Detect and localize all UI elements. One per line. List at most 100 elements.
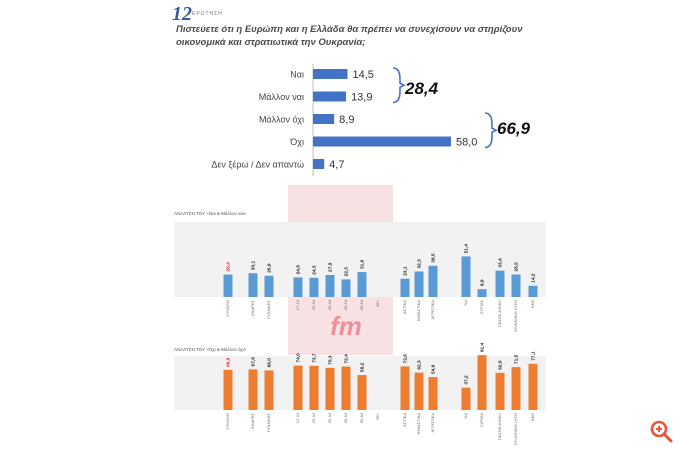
analysis-category-label: ΑΓΡΟΤΙΚΑ — [430, 300, 435, 320]
analysis-bar — [223, 369, 233, 410]
analysis-bar — [495, 270, 505, 297]
main-value-label: 13,9 — [351, 92, 372, 104]
analysis-bar — [309, 277, 319, 297]
analysis-bar — [528, 285, 538, 297]
analysis-category-label: ΑΣΤΙΚΑ — [402, 300, 407, 314]
analysis-bar — [428, 265, 438, 297]
question-word: ΕΡΩΤΗΣΗ — [192, 11, 223, 17]
analysis-bar — [325, 274, 335, 297]
bracket-yes — [392, 67, 406, 104]
analysis-value-label: 67,6 — [251, 357, 257, 367]
total-no-label: 66,9 — [497, 119, 531, 138]
analysis-value-label: 37,2 — [464, 375, 470, 385]
analysis-category-label: 35-44 — [327, 299, 332, 310]
main-category-label: Μάλλον ναι — [259, 92, 304, 102]
analysis-value-label: 27,9 — [328, 262, 334, 272]
analysis-value-label: 70,3 — [328, 355, 334, 365]
analysis-bar — [428, 377, 438, 410]
analysis-category-label: ΑΣΤΙΚΑ — [402, 413, 407, 427]
analysis-category-label: ΝΔ — [463, 300, 468, 306]
analysis-category-label: ΑΝΔΡΕΣ — [250, 299, 255, 316]
analysis-category-label: ΑΝΔΡΕΣ — [250, 412, 255, 429]
analysis-bar — [511, 274, 521, 297]
analysis-bar — [264, 370, 274, 410]
analysis-category-label: ΗΜΙΑΣΤΙΚΑ — [416, 413, 421, 435]
main-category-label: Ναι — [290, 70, 304, 80]
analysis-category-label: ΠΑΣΟΚ-ΚΙΝΑΛ — [497, 300, 502, 327]
analysis-bar — [293, 277, 303, 297]
analysis-category-label: 25-34 — [311, 412, 316, 423]
analysis-value-label: 77,1 — [531, 351, 537, 361]
analysis-category-label: ΣΥΝΟΛΟ — [225, 413, 230, 430]
analysis-value-label: 30,1 — [251, 261, 257, 271]
question-text: Πιστεύετε ότι η Ευρώπη και η Ελλάδα θα π… — [176, 24, 523, 48]
analysis-category-label: ΣΥΡΙΖΑ — [479, 413, 484, 427]
analysis-value-label: 39,5 — [431, 253, 437, 263]
main-bar — [313, 159, 325, 169]
analysis-category-label: 65+ — [375, 412, 380, 419]
analysis-bar — [341, 366, 351, 410]
analysis-bar — [264, 275, 274, 297]
analysis-bar — [293, 365, 303, 410]
analysis-bar — [461, 256, 471, 297]
analysis-category-label: ΗΜΙΑΣΤΙΚΑ — [416, 300, 421, 322]
main-category-label: Δεν ξέρω / Δεν απαντώ — [211, 160, 304, 170]
analysis-title: ΑΝΑΛΥΣΗ ΤΟΥ «Όχι & Μάλλον όχι» — [174, 346, 247, 352]
analysis-value-label: 32,3 — [417, 259, 423, 269]
analysis-value-label: 28,5 — [514, 262, 520, 272]
analysis-bar — [248, 273, 258, 297]
analysis-bar — [400, 366, 410, 410]
analysis-category-label: ΕΛΛΗΝΙΚΗ ΛΥΣΗ — [513, 300, 518, 332]
analysis-bar — [495, 372, 505, 410]
analysis-bar — [341, 279, 351, 297]
main-category-label: Μάλλον όχι — [259, 115, 304, 125]
analysis-category-label: 45-54 — [343, 412, 348, 423]
analysis-value-label: 51,4 — [464, 244, 470, 254]
zoom-icon[interactable] — [648, 418, 674, 444]
analysis-value-label: 62,3 — [417, 360, 423, 370]
analysis-value-label: 71,5 — [514, 354, 520, 364]
analysis-bar — [309, 365, 319, 410]
analysis-category-label: ΠΑΣΟΚ-ΚΙΝΑΛ — [497, 413, 502, 440]
analysis-category-label: ΕΛΛΗΝΙΚΗ ΛΥΣΗ — [513, 413, 518, 445]
analysis-value-label: 9,9 — [480, 279, 486, 286]
analysis-category-label: ΣΥΡΙΖΑ — [479, 300, 484, 314]
analysis-value-label: 23,1 — [403, 266, 409, 276]
analysis-category-label: 35-44 — [327, 412, 332, 423]
analysis-value-label: 66,9 — [226, 357, 232, 367]
watermark-subtext: fm — [330, 311, 362, 341]
analysis-value-label: 24,8 — [296, 265, 302, 275]
main-value-label: 14,5 — [353, 69, 374, 81]
analysis-category-label: 17-24 — [295, 412, 300, 423]
analysis-category-label: ΚΚΕ — [530, 413, 535, 421]
analysis-value-label: 73,7 — [312, 353, 318, 363]
analysis-category-label: ΣΥΝΟΛΟ — [225, 300, 230, 317]
question-number: 12 — [172, 3, 192, 25]
analysis-category-label: 17-24 — [295, 299, 300, 310]
analysis-bar — [511, 367, 521, 410]
analysis-bar — [477, 289, 487, 297]
total-yes-label: 28,4 — [404, 79, 439, 98]
main-value-label: 58,0 — [456, 137, 477, 149]
main-bar — [313, 91, 347, 102]
zoom-glyph — [650, 420, 673, 443]
analysis-category-label: 65+ — [375, 299, 380, 306]
analysis-value-label: 14,2 — [531, 273, 537, 283]
analysis-value-label: 66,0 — [267, 358, 273, 368]
analysis-bar — [477, 355, 487, 410]
analysis-bar — [223, 274, 233, 297]
analysis-category-label: 45-54 — [343, 299, 348, 310]
analysis-bar — [528, 363, 538, 410]
analysis-value-label: 58,2 — [360, 362, 366, 372]
analysis-category-label: 25-34 — [311, 299, 316, 310]
analysis-category-label: ΓΥΝΑΙΚΕΣ — [266, 299, 271, 319]
analysis-bar — [325, 367, 335, 410]
analysis-bar — [400, 278, 410, 297]
bracket-no — [484, 112, 498, 149]
analysis-value-label: 31,6 — [360, 259, 366, 269]
analysis-category-label: ΑΓΡΟΤΙΚΑ — [430, 413, 435, 433]
analysis-value-label: 74,0 — [296, 353, 302, 363]
analysis-value-label: 22,3 — [344, 267, 350, 277]
analysis-bar — [414, 372, 424, 410]
